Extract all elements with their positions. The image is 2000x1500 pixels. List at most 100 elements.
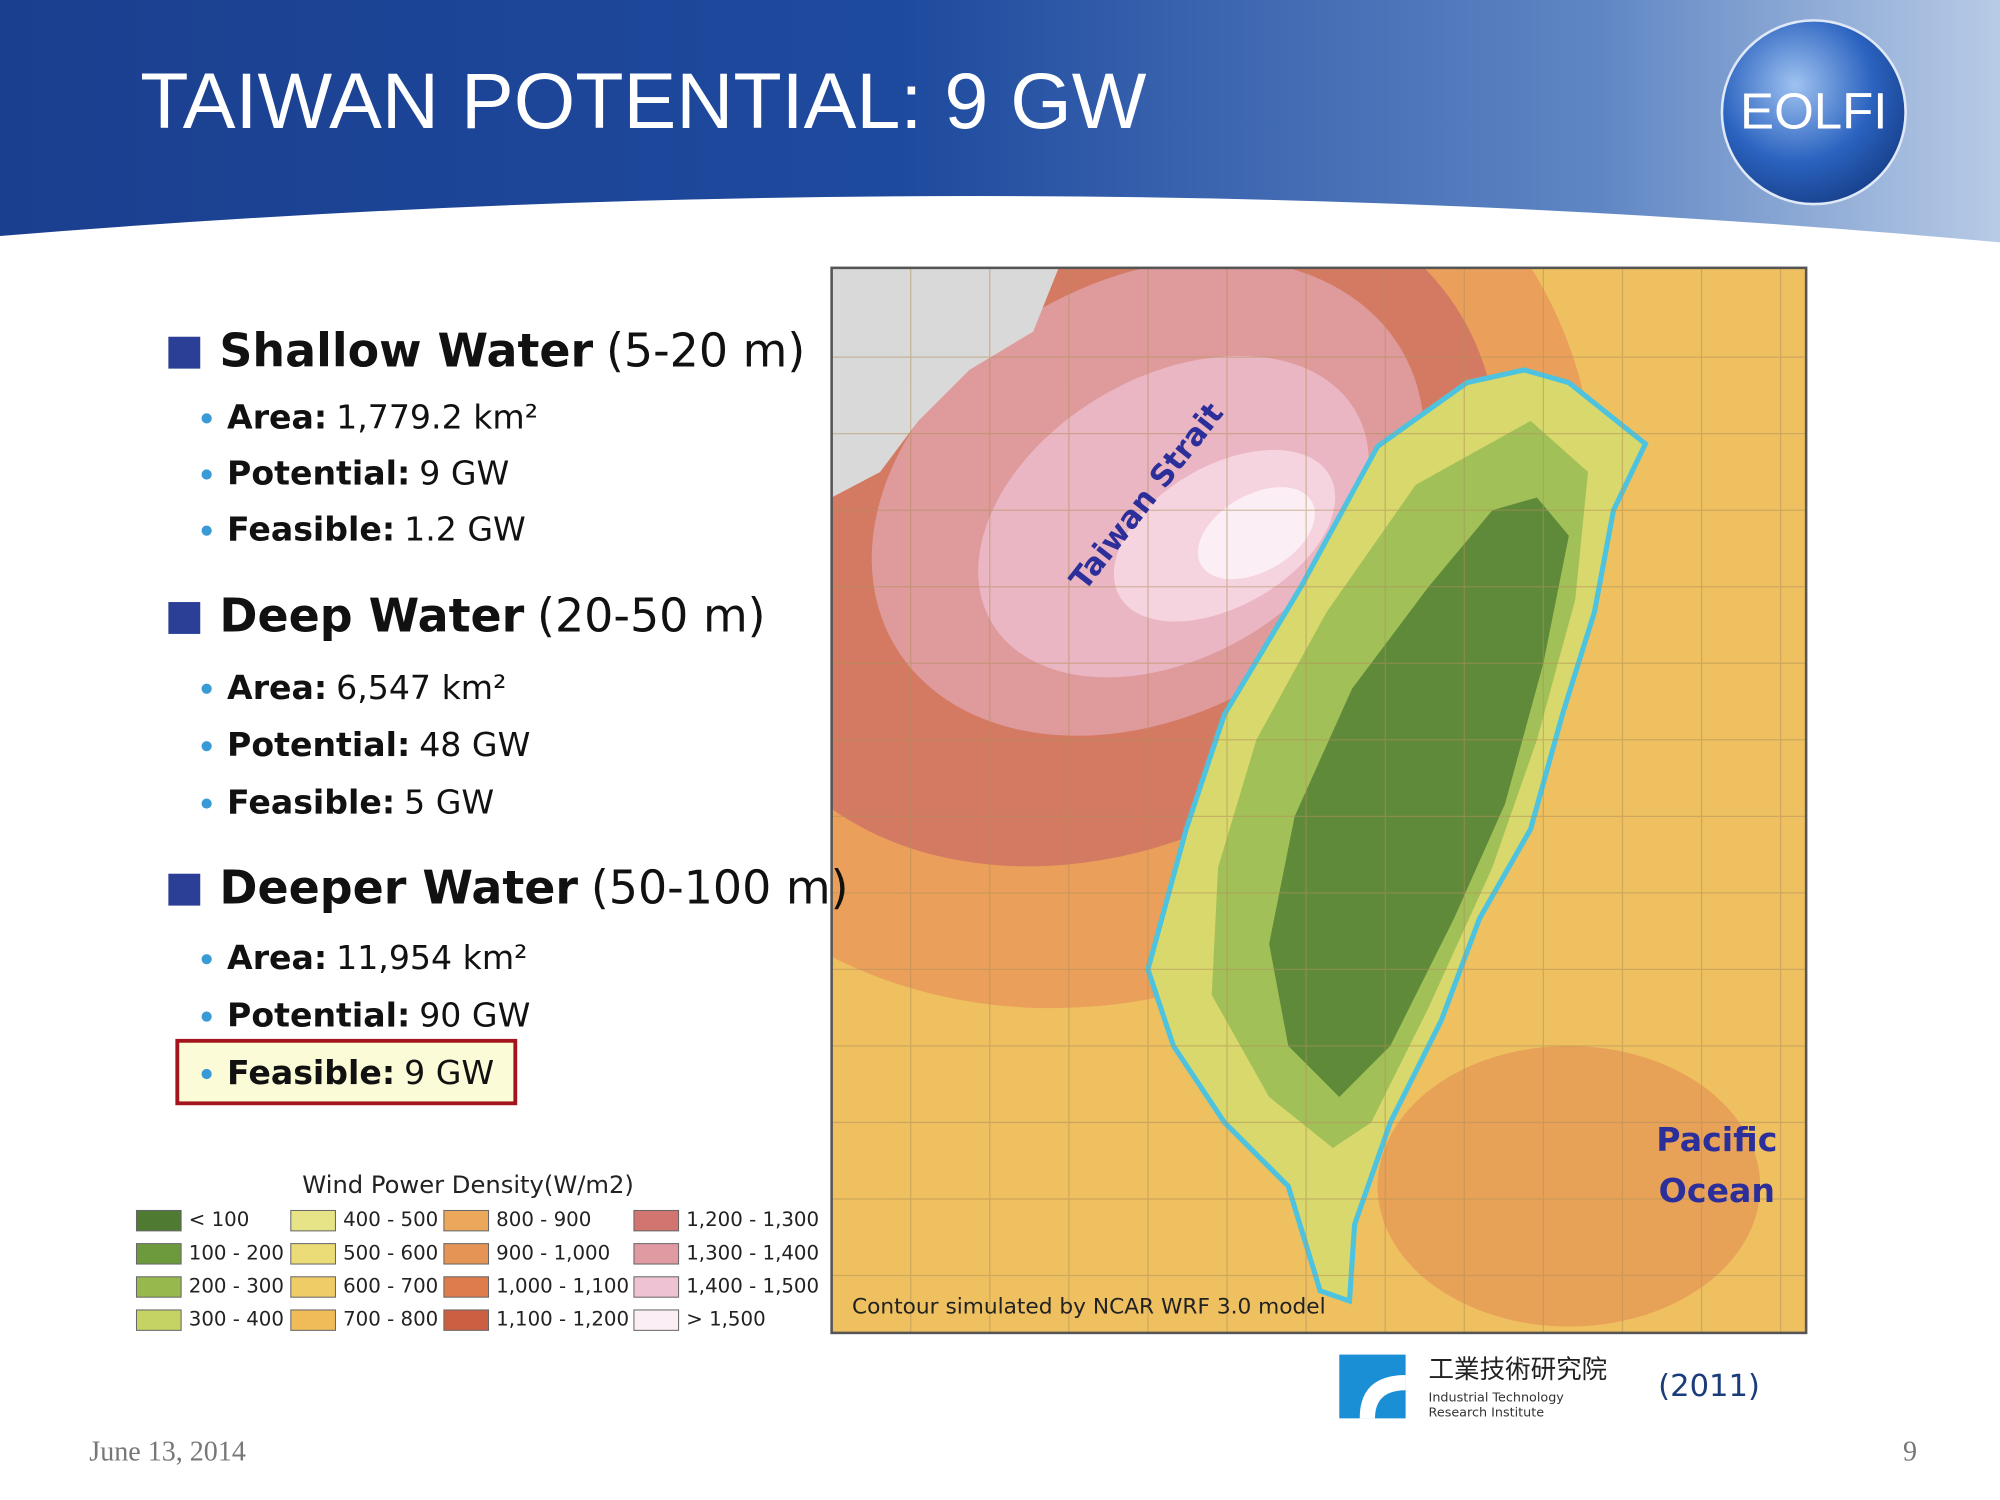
itri-logo <box>1339 1354 1406 1419</box>
highlight-box <box>175 1038 518 1106</box>
section-marker <box>168 602 201 634</box>
bullet-label: Feasible: <box>227 782 395 821</box>
legend-label: 200 - 300 <box>189 1274 284 1297</box>
itri-mark <box>1359 1375 1406 1419</box>
bullet-text: Area: 1,779.2 km² <box>227 397 538 436</box>
bullet-text: Potential: 9 GW <box>227 453 509 492</box>
bullet-dot <box>201 525 212 536</box>
bullet-value: 9 GW <box>419 453 509 492</box>
legend-label: 1,000 - 1,100 <box>496 1274 629 1297</box>
bullet-value: 1.2 GW <box>404 509 526 548</box>
bullet-value: 11,954 km² <box>336 938 527 977</box>
logo-globe <box>1720 19 1907 206</box>
bullet-text: Feasible: 5 GW <box>227 782 494 821</box>
bullet-text: Area: 11,954 km² <box>227 938 527 977</box>
bullet-dot <box>201 954 212 965</box>
bullet-value: 6,547 km² <box>336 667 506 706</box>
bullet-text: Area: 6,547 km² <box>227 667 506 706</box>
bullet-dot <box>201 683 212 694</box>
legend-label: 100 - 200 <box>189 1241 284 1264</box>
bullet-label: Potential: <box>227 995 410 1034</box>
legend-label: 600 - 700 <box>343 1274 438 1297</box>
bullet-value: 9 GW <box>404 1052 494 1091</box>
legend-swatch <box>290 1309 336 1331</box>
bullet-label: Potential: <box>227 453 410 492</box>
slide-title: TAIWAN POTENTIAL: 9 GW <box>140 56 1146 145</box>
legend-label: 1,200 - 1,300 <box>686 1208 819 1231</box>
legend-swatch <box>633 1243 680 1265</box>
map-contour <box>1377 1045 1761 1327</box>
bullet-label: Area: <box>227 938 327 977</box>
source-year: (2011) <box>1658 1369 1760 1404</box>
legend-label: 400 - 500 <box>343 1208 438 1231</box>
heading-range: (5-20 m) <box>606 323 805 377</box>
heading-range: (50-100 m) <box>591 860 849 914</box>
legend-swatch <box>135 1243 182 1265</box>
heading-range: (20-50 m) <box>537 588 766 642</box>
legend-swatch <box>135 1276 182 1298</box>
heading-name: Shallow Water <box>219 323 593 377</box>
bullet-dot <box>201 798 212 809</box>
legend-swatch <box>443 1276 490 1298</box>
logo-text: EOLFI <box>1740 82 1887 139</box>
taiwan-contour <box>1269 497 1569 1097</box>
legend-swatch <box>443 1243 490 1265</box>
legend-swatch <box>443 1209 490 1232</box>
source-name-en: Industrial Technology <box>1429 1390 1565 1405</box>
map-caption: Contour simulated by NCAR WRF 3.0 model <box>852 1294 1326 1319</box>
bullet-text: Feasible: 9 GW <box>227 1052 494 1091</box>
section-heading: Deeper Water (50-100 m) <box>219 860 848 914</box>
ocean-label: Pacific <box>1656 1120 1777 1159</box>
map-grid <box>831 267 1807 1333</box>
source-name-zh: 工業技術研究院 <box>1429 1355 1608 1385</box>
legend-swatch <box>290 1276 336 1298</box>
ocean-label: Ocean <box>1659 1171 1775 1210</box>
header-band <box>0 0 2000 243</box>
footer-date: June 13, 2014 <box>89 1437 246 1468</box>
legend-swatch <box>135 1209 182 1232</box>
legend-label: < 100 <box>189 1208 250 1231</box>
legend-swatch <box>290 1243 336 1265</box>
bullet-dot <box>201 1068 212 1080</box>
legend-label: 800 - 900 <box>496 1208 591 1231</box>
bullet-value: 90 GW <box>419 995 530 1034</box>
legend-swatch <box>290 1209 336 1232</box>
section-heading: Deep Water (20-50 m) <box>219 588 765 642</box>
bullet-label: Potential: <box>227 725 410 764</box>
section-marker <box>168 873 201 906</box>
legend-swatch <box>135 1309 182 1331</box>
wind-map <box>831 267 1807 1333</box>
bullet-label: Feasible: <box>227 509 395 548</box>
heading-name: Deep Water <box>219 588 524 642</box>
map-frame <box>830 266 1808 1335</box>
legend-label: 900 - 1,000 <box>496 1241 610 1264</box>
source-name-en: Research Institute <box>1429 1406 1545 1421</box>
legend-swatch <box>633 1309 680 1331</box>
bullet-label: Feasible: <box>227 1052 395 1091</box>
legend-label: > 1,500 <box>686 1308 765 1331</box>
legend-title: Wind Power Density(W/m2) <box>302 1171 634 1199</box>
heading-name: Deeper Water <box>219 860 578 914</box>
bullet-text: Potential: 90 GW <box>227 995 530 1034</box>
legend-swatch <box>443 1309 490 1331</box>
mainland <box>831 267 1059 498</box>
legend-label: 500 - 600 <box>343 1241 438 1264</box>
bullet-dot <box>201 1011 212 1022</box>
bullet-dot <box>201 469 212 480</box>
section-marker <box>168 336 201 369</box>
bullet-text: Potential: 48 GW <box>227 725 530 764</box>
bullet-value: 48 GW <box>419 725 530 764</box>
legend-label: 1,400 - 1,500 <box>686 1274 819 1297</box>
legend-label: 1,100 - 1,200 <box>496 1308 629 1331</box>
bullet-label: Area: <box>227 667 327 706</box>
section-heading: Shallow Water (5-20 m) <box>219 323 805 377</box>
bullet-value: 1,779.2 km² <box>336 397 538 436</box>
legend-swatch <box>633 1276 680 1298</box>
bullet-dot <box>201 413 212 424</box>
bullet-label: Area: <box>227 397 327 436</box>
legend-label: 300 - 400 <box>189 1308 284 1331</box>
bullet-dot <box>201 741 212 752</box>
legend-label: 700 - 800 <box>343 1308 438 1331</box>
